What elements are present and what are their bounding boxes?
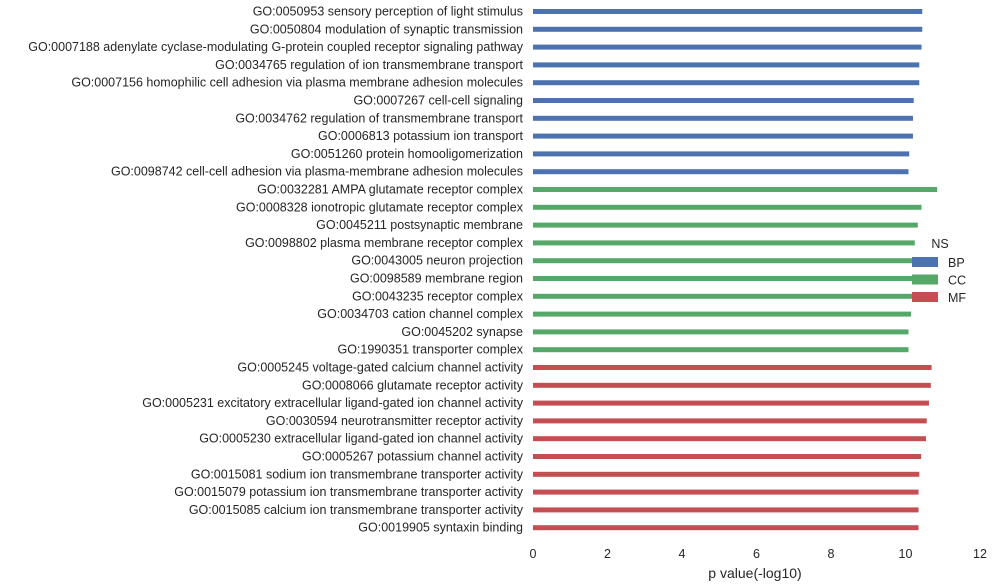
bar xyxy=(533,507,919,513)
bar xyxy=(533,133,913,139)
x-tick-label: 12 xyxy=(973,547,987,561)
bar xyxy=(533,293,913,299)
bar xyxy=(533,365,932,370)
bar xyxy=(533,187,938,192)
bar xyxy=(533,98,914,103)
bar xyxy=(533,329,909,335)
x-tick-label: 2 xyxy=(604,547,611,561)
category-label: GO:0043005 neuron projection xyxy=(351,254,523,268)
category-label: GO:0045202 synapse xyxy=(401,325,523,339)
category-label: GO:0098589 membrane region xyxy=(350,272,523,286)
category-label: GO:0007156 homophilic cell adhesion via … xyxy=(71,76,523,90)
category-label: GO:0032281 AMPA glutamate receptor compl… xyxy=(257,183,524,197)
category-label: GO:0007188 adenylate cyclase-modulating … xyxy=(28,40,523,54)
bar xyxy=(533,240,915,246)
bar xyxy=(533,80,920,86)
category-label: GO:0008066 glutamate receptor activity xyxy=(302,378,524,392)
category-label: GO:0005230 extracellular ligand-gated io… xyxy=(199,432,524,446)
category-label: GO:0051260 protein homooligomerization xyxy=(291,147,523,161)
legend-swatch xyxy=(912,292,938,302)
category-label: GO:0005245 voltage-gated calcium channel… xyxy=(237,361,523,375)
category-label: GO:0006813 potassium ion transport xyxy=(318,129,524,143)
legend: NS BP CC MF xyxy=(912,237,966,305)
category-label: GO:0015079 potassium ion transmembrane t… xyxy=(174,485,524,499)
x-tick-label: 8 xyxy=(828,547,835,561)
bar xyxy=(533,525,919,531)
legend-swatch xyxy=(912,257,938,267)
bar xyxy=(533,26,923,32)
category-label: GO:0043235 receptor complex xyxy=(352,289,524,303)
x-tick-label: 10 xyxy=(899,547,913,561)
category-label: GO:0005267 potassium channel activity xyxy=(302,450,524,464)
category-label: GO:0050804 modulation of synaptic transm… xyxy=(250,22,523,36)
legend-swatch xyxy=(912,274,938,285)
bar xyxy=(533,62,920,68)
legend-label: CC xyxy=(948,274,966,288)
bars-group xyxy=(533,9,938,531)
category-label: GO:0050953 sensory perception of light s… xyxy=(253,5,523,19)
bar xyxy=(533,258,914,264)
category-labels-group: GO:0050953 sensory perception of light s… xyxy=(28,5,523,535)
legend-label: MF xyxy=(948,291,966,305)
bar xyxy=(533,454,922,459)
category-label: GO:1990351 transporter complex xyxy=(337,343,523,357)
category-label: GO:0034703 cation channel complex xyxy=(317,307,523,321)
bar xyxy=(533,418,927,424)
x-tick-label: 6 xyxy=(753,547,760,561)
bar xyxy=(533,222,918,228)
bar xyxy=(533,115,913,121)
category-label: GO:0007267 cell-cell signaling xyxy=(353,94,523,108)
category-label: GO:0045211 postsynaptic membrane xyxy=(316,218,523,232)
bar xyxy=(533,400,929,406)
x-axis-label: p value(-log10) xyxy=(708,565,801,581)
bar xyxy=(533,489,919,495)
bar xyxy=(533,471,920,477)
x-tick-labels-group: 0 2 4 6 8 10 12 xyxy=(530,547,987,561)
bar xyxy=(533,151,910,157)
bar xyxy=(533,44,922,50)
category-label: GO:0034762 regulation of transmembrane t… xyxy=(235,111,523,125)
category-label: GO:0019905 syntaxin binding xyxy=(358,521,523,535)
legend-label: BP xyxy=(948,256,965,270)
bar xyxy=(533,9,923,14)
category-label: GO:0098802 plasma membrane receptor comp… xyxy=(245,236,524,250)
category-label: GO:0005231 excitatory extracellular liga… xyxy=(142,396,524,410)
bar xyxy=(533,276,913,281)
category-label: GO:0030594 neurotransmitter receptor act… xyxy=(266,414,524,428)
category-label: GO:0008328 ionotropic glutamate receptor… xyxy=(236,200,524,214)
bar xyxy=(533,204,922,210)
legend-title: NS xyxy=(931,237,948,251)
x-tick-label: 0 xyxy=(530,547,537,561)
category-label: GO:0098742 cell-cell adhesion via plasma… xyxy=(111,165,523,179)
bar xyxy=(533,436,926,442)
x-tick-label: 4 xyxy=(679,547,686,561)
bar xyxy=(533,347,909,353)
category-label: GO:0015085 calcium ion transmembrane tra… xyxy=(189,503,524,517)
category-label: GO:0015081 sodium ion transmembrane tran… xyxy=(191,467,524,481)
category-label: GO:0034765 regulation of ion transmembra… xyxy=(215,58,523,72)
bar xyxy=(533,311,912,317)
bar xyxy=(533,169,909,175)
bar xyxy=(533,382,931,388)
